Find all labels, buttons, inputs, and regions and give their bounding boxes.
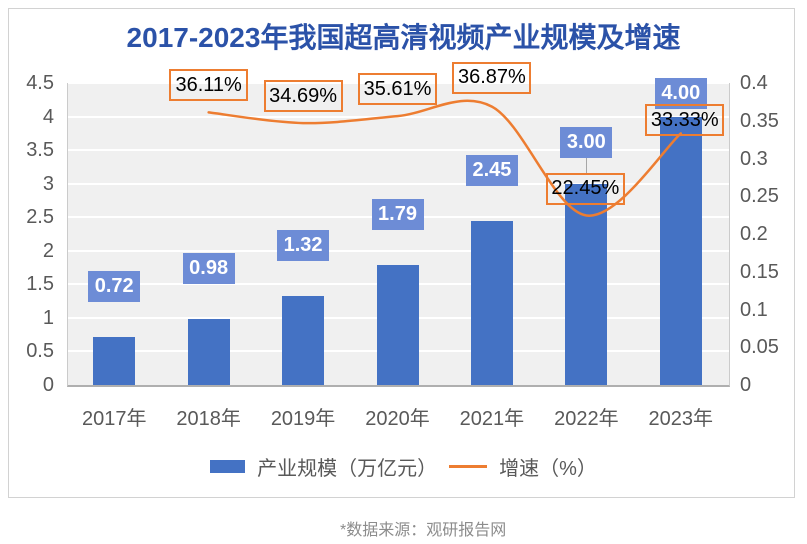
bar <box>187 319 230 385</box>
left-axis-tick: 0.5 <box>26 340 54 363</box>
gridline <box>68 182 729 185</box>
growth-label: 34.69% <box>263 80 343 113</box>
bar-value-label: 3.00 <box>560 127 613 158</box>
left-axis-tick: 1 <box>42 306 54 329</box>
right-axis-tick: 0 <box>740 374 752 396</box>
bar-value-label: 0.72 <box>88 270 141 302</box>
x-axis-label: 2021年 <box>459 408 525 430</box>
growth-label: 36.87% <box>452 61 532 94</box>
right-axis-tick: 0.35 <box>740 109 779 132</box>
legend-bar-label: 产业规模（万亿元） <box>257 458 438 480</box>
x-axis-label: 2023年 <box>648 408 714 430</box>
left-axis-tick: 0 <box>42 374 54 396</box>
source-note: *数据来源：观研报告网 <box>340 522 507 539</box>
bar-value-label: 1.79 <box>371 198 424 230</box>
chart-title: 2017-2023年我国超高清视频产业规模及增速 <box>126 22 681 53</box>
left-axis-tick: 4.5 <box>26 72 54 94</box>
bar <box>282 296 325 385</box>
bar <box>93 336 136 385</box>
x-axis-label: 2017年 <box>81 408 147 430</box>
x-axis-label: 2020年 <box>365 408 430 430</box>
right-axis-tick: 0.3 <box>740 147 768 170</box>
left-axis-tick: 2.5 <box>26 206 54 229</box>
left-axis-tick: 1.5 <box>26 273 54 296</box>
legend-line-swatch <box>449 465 488 468</box>
legend: 产业规模（万亿元） 增速（%） <box>0 452 807 481</box>
gridline <box>68 249 729 252</box>
left-axis-tick: 3.5 <box>26 139 54 162</box>
bar <box>565 183 608 385</box>
right-axis-tick: 0.25 <box>740 185 779 208</box>
growth-label: 33.33% <box>645 104 725 137</box>
gridline <box>68 149 729 152</box>
bar-value-label: 1.32 <box>277 230 330 262</box>
right-axis-tick: 0.2 <box>740 223 768 245</box>
legend-line-label: 增速（%） <box>499 458 597 480</box>
growth-label: 35.61% <box>358 73 437 106</box>
bar-value-label: 0.98 <box>182 253 235 285</box>
growth-label: 22.45% <box>545 172 625 205</box>
right-axis-tick: 0.1 <box>740 298 768 321</box>
left-axis-tick: 4 <box>42 105 54 128</box>
x-axis-label: 2018年 <box>176 408 241 430</box>
bar <box>376 264 419 385</box>
x-axis-label: 2019年 <box>270 408 336 430</box>
bar-value-label: 2.45 <box>465 154 518 186</box>
bar <box>470 220 513 385</box>
right-axis-tick: 0.05 <box>740 336 779 359</box>
left-axis-tick: 3 <box>42 172 54 195</box>
right-axis-tick: 0.15 <box>740 260 779 283</box>
gridline <box>68 83 729 84</box>
right-axis-tick: 0.4 <box>740 72 768 94</box>
bar <box>659 116 702 385</box>
growth-label: 36.11% <box>169 69 249 102</box>
x-axis-label: 2022年 <box>554 408 619 430</box>
left-axis-tick: 2 <box>42 239 54 262</box>
gridline <box>68 115 729 118</box>
legend-bar-swatch <box>210 460 246 473</box>
